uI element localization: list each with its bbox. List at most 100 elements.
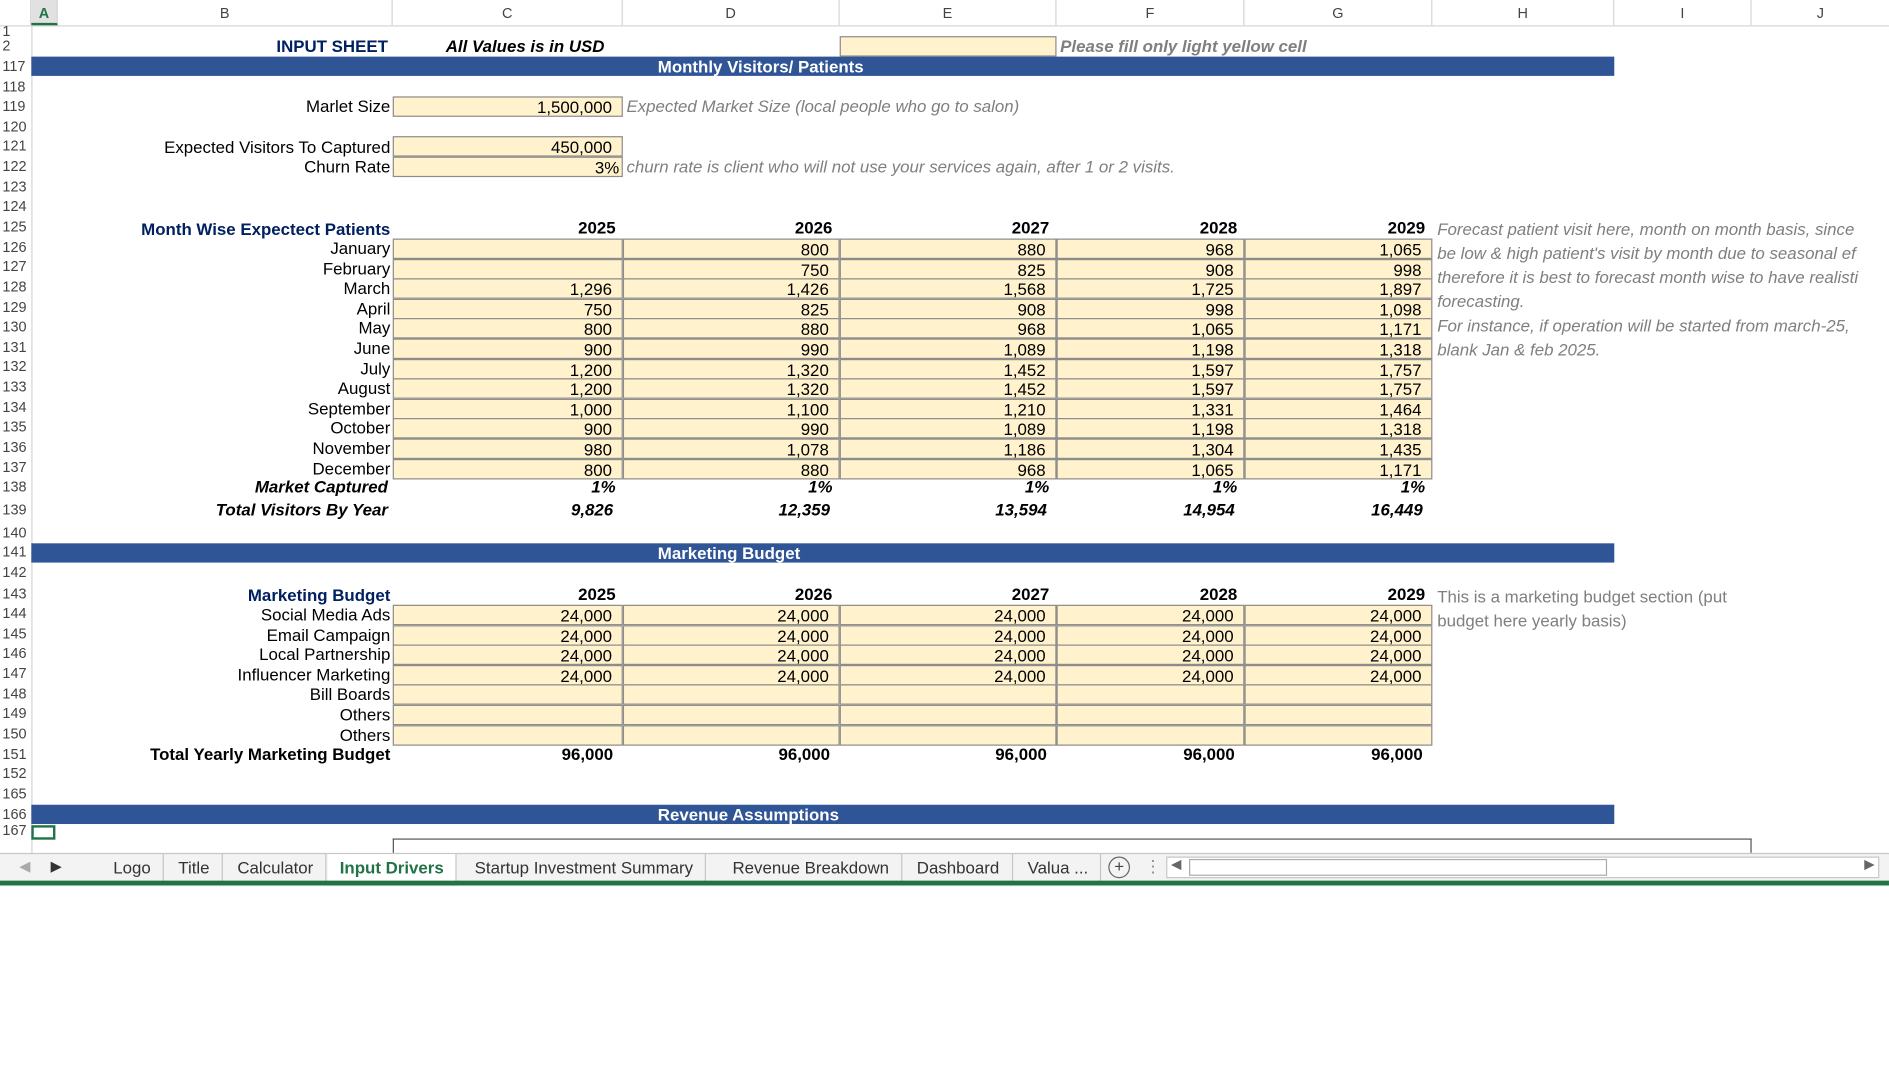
patient-input-cell[interactable]: 1,198	[1056, 418, 1245, 439]
patient-input-cell[interactable]: 800	[622, 238, 840, 260]
patient-input-cell[interactable]: 1,320	[622, 378, 840, 399]
patient-input-cell[interactable]: 1,200	[392, 378, 623, 399]
patient-input-cell[interactable]: 1,435	[1244, 438, 1433, 459]
row-number[interactable]: 152	[2, 764, 27, 782]
sheet-tab[interactable]: Calculator	[225, 854, 327, 884]
row-number[interactable]: 118	[2, 78, 26, 96]
patient-input-cell[interactable]: 880	[839, 238, 1057, 260]
patient-input-cell[interactable]: 1,597	[1056, 378, 1245, 399]
patient-input-cell[interactable]: 980	[392, 438, 623, 459]
marketing-input-cell[interactable]	[1244, 724, 1433, 746]
column-header-f[interactable]: F	[1057, 0, 1245, 26]
column-header-e[interactable]: E	[840, 0, 1057, 26]
patient-input-cell[interactable]: 1,089	[839, 418, 1057, 439]
patient-input-cell[interactable]: 908	[839, 298, 1057, 320]
tab-split-handle[interactable]: ⋮	[1144, 856, 1162, 876]
marketing-input-cell[interactable]: 24,000	[392, 664, 623, 686]
patient-input-cell[interactable]: 998	[1056, 298, 1245, 320]
row-number[interactable]: 131	[2, 338, 27, 356]
patient-input-cell[interactable]: 998	[1244, 258, 1433, 280]
horizontal-scroll-thumb[interactable]	[1189, 858, 1608, 876]
row-number[interactable]: 138	[2, 478, 27, 496]
row-number[interactable]: 132	[2, 357, 27, 375]
row-number[interactable]: 121	[2, 137, 27, 155]
row-number[interactable]: 151	[2, 745, 27, 763]
marketing-input-cell[interactable]: 24,000	[839, 624, 1057, 646]
marketing-input-cell[interactable]: 24,000	[839, 644, 1057, 666]
row-number[interactable]: 133	[2, 378, 27, 396]
patient-input-cell[interactable]: 750	[392, 298, 623, 320]
marketing-input-cell[interactable]: 24,000	[1244, 604, 1433, 626]
row-number[interactable]: 137	[2, 458, 27, 476]
marketing-input-cell[interactable]	[1056, 704, 1245, 726]
marketing-input-cell[interactable]: 24,000	[1056, 624, 1245, 646]
marketing-input-cell[interactable]	[839, 724, 1057, 746]
sheet-tab[interactable]: Logo	[101, 854, 165, 884]
marketing-input-cell[interactable]: 24,000	[622, 644, 840, 666]
patient-input-cell[interactable]: 1,065	[1056, 458, 1245, 479]
patient-input-cell[interactable]: 1,757	[1244, 358, 1433, 379]
row-number[interactable]: 145	[2, 625, 27, 643]
patient-input-cell[interactable]: 1,296	[392, 278, 623, 299]
patient-input-cell[interactable]: 900	[392, 418, 623, 439]
marketing-input-cell[interactable]: 24,000	[622, 604, 840, 626]
marketing-input-cell[interactable]: 24,000	[392, 604, 623, 626]
patient-input-cell[interactable]: 908	[1056, 258, 1245, 280]
marketing-input-cell[interactable]: 24,000	[392, 624, 623, 646]
patient-input-cell[interactable]: 1,098	[1244, 298, 1433, 320]
patient-input-cell[interactable]: 1,568	[839, 278, 1057, 299]
patient-input-cell[interactable]: 1,318	[1244, 418, 1433, 439]
row-number[interactable]: 166	[2, 805, 27, 823]
row-number[interactable]: 130	[2, 318, 27, 335]
marketing-input-cell[interactable]: 24,000	[1056, 644, 1245, 666]
marketing-input-cell[interactable]: 24,000	[839, 604, 1057, 626]
marketing-input-cell[interactable]: 24,000	[1056, 664, 1245, 686]
marketing-input-cell[interactable]	[1244, 704, 1433, 726]
add-sheet-icon[interactable]: +	[1108, 856, 1131, 879]
tab-scroll-right-icon[interactable]: ▶	[50, 857, 62, 875]
row-number[interactable]: 150	[2, 725, 27, 743]
marketing-input-cell[interactable]	[392, 724, 623, 746]
patient-input-cell[interactable]: 1,210	[839, 398, 1057, 419]
marketing-input-cell[interactable]	[1244, 684, 1433, 706]
row-number[interactable]: 2	[2, 37, 11, 55]
column-header-d[interactable]: D	[623, 0, 840, 26]
row-number[interactable]: 149	[2, 704, 27, 722]
column-header-g[interactable]: G	[1244, 0, 1433, 26]
marketing-input-cell[interactable]	[622, 724, 840, 746]
row-number[interactable]: 167	[2, 821, 27, 839]
patient-input-cell[interactable]: 1,200	[392, 358, 623, 379]
patient-input-cell[interactable]: 1,100	[622, 398, 840, 419]
patient-input-cell[interactable]: 1,452	[839, 378, 1057, 399]
patient-input-cell[interactable]: 990	[622, 418, 840, 439]
column-header-b[interactable]: B	[58, 0, 393, 26]
patient-input-cell[interactable]: 990	[622, 338, 840, 360]
marketing-input-cell[interactable]: 24,000	[1244, 624, 1433, 646]
patient-input-cell[interactable]: 900	[392, 338, 623, 360]
marketing-input-cell[interactable]	[622, 684, 840, 706]
column-header-c[interactable]: C	[393, 0, 623, 26]
patient-input-cell[interactable]: 1,186	[839, 438, 1057, 459]
row-number[interactable]: 165	[2, 785, 27, 803]
patient-input-cell[interactable]: 968	[1056, 238, 1245, 260]
row-number[interactable]: 129	[2, 298, 27, 316]
row-number[interactable]: 1	[2, 22, 11, 40]
row-number[interactable]: 134	[2, 398, 27, 416]
marketing-input-cell[interactable]: 24,000	[1244, 644, 1433, 666]
row-number[interactable]: 135	[2, 418, 27, 435]
sheet-tab[interactable]: Title	[166, 854, 223, 884]
marketing-input-cell[interactable]: 24,000	[392, 644, 623, 666]
marketing-input-cell[interactable]	[839, 704, 1057, 726]
patient-input-cell[interactable]: 968	[839, 458, 1057, 479]
patient-input-cell[interactable]: 880	[622, 458, 840, 479]
row-number[interactable]: 128	[2, 278, 27, 296]
patient-input-cell[interactable]: 1,089	[839, 338, 1057, 360]
patient-input-cell[interactable]: 800	[392, 318, 623, 339]
market-size-input[interactable]: 1,500,000	[392, 96, 623, 117]
row-number[interactable]: 122	[2, 157, 27, 175]
churn-rate-input[interactable]: 3%	[392, 156, 623, 178]
patient-input-cell[interactable]: 1,171	[1244, 318, 1433, 339]
scroll-left-arrow-icon[interactable]: ◀	[1170, 857, 1182, 873]
row-number[interactable]: 127	[2, 257, 27, 275]
column-header-h[interactable]: H	[1432, 0, 1615, 26]
